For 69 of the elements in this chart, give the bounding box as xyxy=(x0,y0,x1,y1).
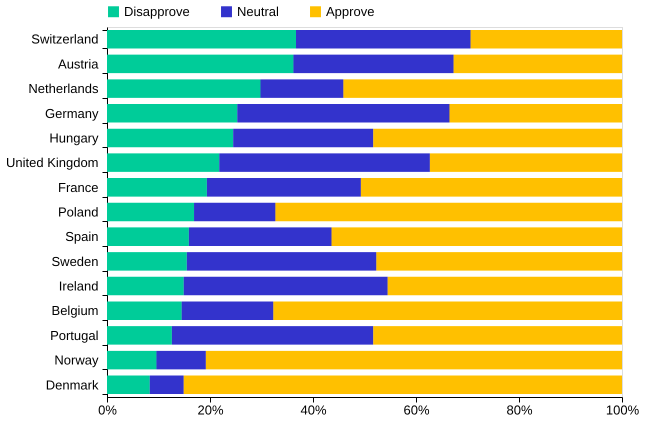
bar xyxy=(107,153,220,172)
bar xyxy=(184,276,388,296)
x-tick-label: 60% xyxy=(403,402,430,418)
bar xyxy=(184,376,622,394)
bar xyxy=(360,178,622,197)
bar xyxy=(332,227,622,246)
bar xyxy=(107,79,260,98)
bar xyxy=(107,252,187,271)
bar xyxy=(107,202,194,222)
bar xyxy=(107,227,189,246)
bar xyxy=(343,79,622,98)
y-tick-label: Belgium xyxy=(52,303,98,318)
bar xyxy=(430,153,622,172)
bar xyxy=(376,252,622,271)
x-tick-label: 40% xyxy=(300,402,327,418)
bar xyxy=(388,276,622,296)
bar xyxy=(454,54,622,74)
y-tick-label: Ireland xyxy=(58,278,98,294)
y-tick-label: Spain xyxy=(65,229,98,244)
bar xyxy=(107,30,296,48)
bar xyxy=(293,54,454,74)
bar xyxy=(449,104,622,123)
y-tick-label: Sweden xyxy=(52,254,98,269)
bar xyxy=(470,30,622,48)
bar xyxy=(373,326,622,345)
bar xyxy=(107,276,184,296)
y-tick-label: Hungary xyxy=(49,130,99,146)
bar xyxy=(219,153,430,172)
bar xyxy=(275,202,622,222)
bar xyxy=(194,202,276,222)
y-tick-label: Austria xyxy=(58,56,100,72)
legend-label: Approve xyxy=(326,4,374,19)
y-tick-label: Portugal xyxy=(50,328,99,343)
x-tick-label: 20% xyxy=(197,402,224,418)
y-tick-label: Switzerland xyxy=(31,32,98,47)
bar xyxy=(206,350,622,370)
bar xyxy=(233,128,374,148)
bar xyxy=(373,128,622,148)
legend-label: Disapprove xyxy=(124,4,190,19)
y-tick-label: Netherlands xyxy=(28,81,99,96)
y-tick-label: Denmark xyxy=(46,377,99,392)
bar xyxy=(296,30,471,48)
bar xyxy=(260,79,344,98)
bar xyxy=(237,104,450,123)
x-tick-label: 0% xyxy=(98,402,118,418)
y-tick-label: United Kingdom xyxy=(6,155,98,170)
bar xyxy=(150,376,184,394)
bar xyxy=(107,54,294,74)
x-tick-label: 80% xyxy=(506,402,533,418)
y-tick-label: Norway xyxy=(54,352,99,368)
bar xyxy=(107,104,238,123)
bar xyxy=(107,128,234,148)
bar xyxy=(172,326,374,345)
bar xyxy=(188,227,332,246)
legend-label: Neutral xyxy=(237,4,280,19)
bar xyxy=(107,350,156,370)
bar xyxy=(273,301,622,320)
bar xyxy=(107,326,172,345)
bar xyxy=(182,301,274,320)
bar xyxy=(156,350,206,370)
x-tick-label: 100% xyxy=(606,402,640,418)
bar xyxy=(107,301,182,320)
bar xyxy=(107,178,207,197)
y-tick-label: Germany xyxy=(45,106,99,121)
bar xyxy=(186,252,376,271)
bar xyxy=(107,376,150,394)
y-tick-label: Poland xyxy=(58,204,98,220)
y-tick-label: France xyxy=(58,180,98,195)
bar xyxy=(206,178,361,197)
